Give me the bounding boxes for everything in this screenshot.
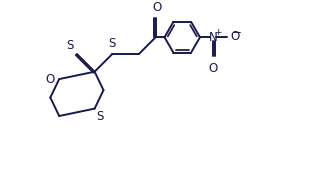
Text: +: + bbox=[214, 28, 222, 37]
Text: S: S bbox=[96, 110, 104, 123]
Text: O: O bbox=[209, 62, 218, 75]
Text: N: N bbox=[209, 31, 217, 44]
Text: −: − bbox=[233, 28, 242, 38]
Text: O: O bbox=[45, 73, 55, 86]
Text: S: S bbox=[109, 36, 116, 50]
Text: O: O bbox=[153, 1, 162, 14]
Text: S: S bbox=[66, 40, 73, 52]
Text: O: O bbox=[230, 30, 240, 43]
